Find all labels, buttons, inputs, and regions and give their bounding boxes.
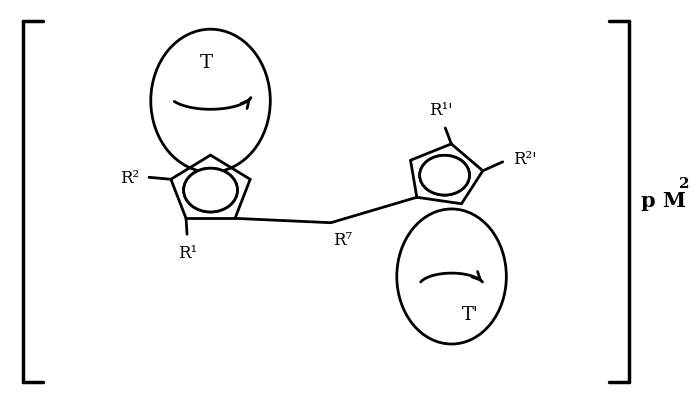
Text: 2: 2 xyxy=(678,177,689,191)
Text: R¹: R¹ xyxy=(178,245,197,262)
Text: R²: R² xyxy=(120,169,139,186)
Ellipse shape xyxy=(183,169,237,212)
Ellipse shape xyxy=(420,156,470,196)
Text: R⁷: R⁷ xyxy=(333,231,352,248)
Text: T': T' xyxy=(461,305,478,323)
Text: T: T xyxy=(200,54,213,72)
Text: p M: p M xyxy=(640,190,686,211)
Ellipse shape xyxy=(420,156,470,196)
Text: R¹': R¹' xyxy=(430,102,453,119)
Ellipse shape xyxy=(397,209,506,344)
Text: R²': R²' xyxy=(512,151,536,168)
Ellipse shape xyxy=(150,30,270,173)
Ellipse shape xyxy=(183,169,237,212)
